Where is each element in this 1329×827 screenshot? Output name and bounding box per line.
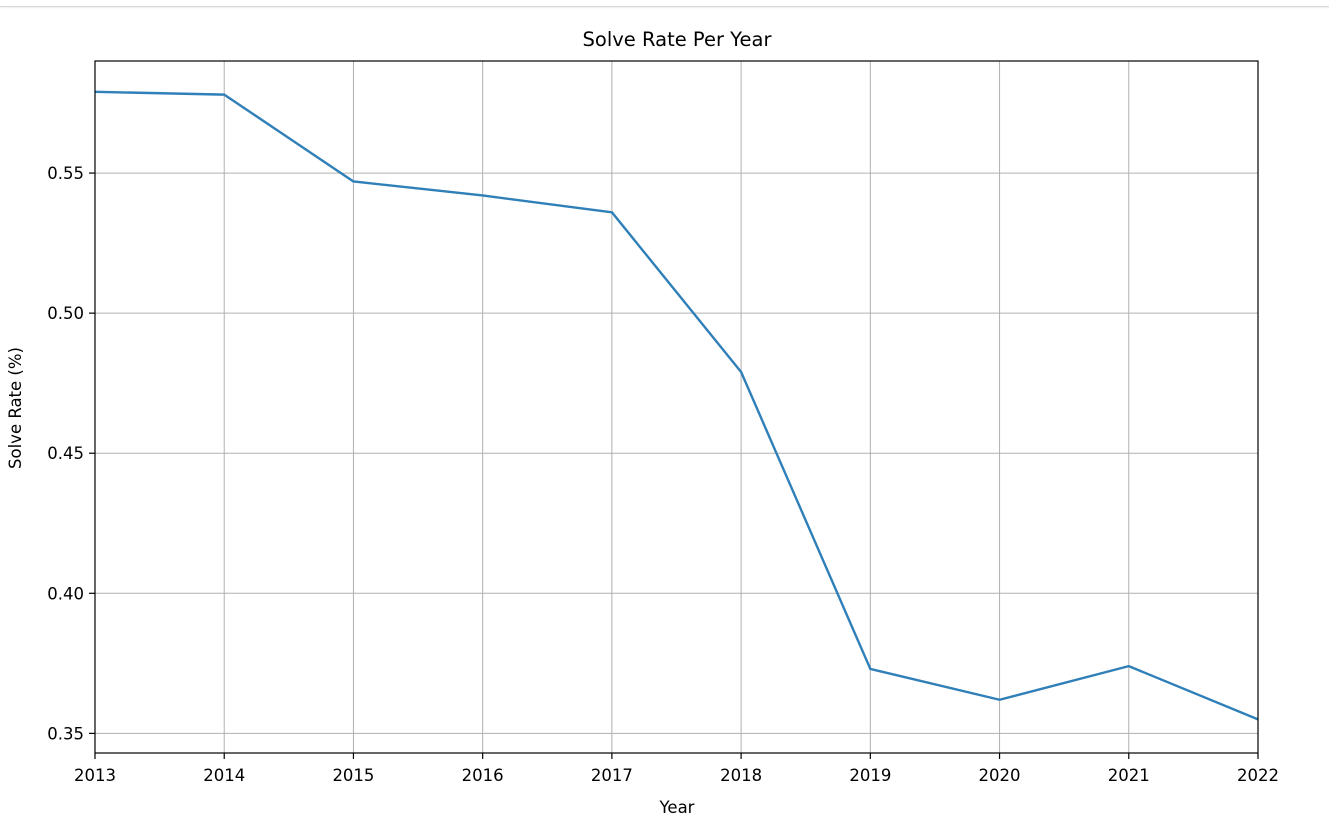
- x-tick-label: 2021: [1108, 766, 1150, 785]
- x-tick-label: 2018: [720, 766, 762, 785]
- grid: [94, 61, 1259, 753]
- x-tick-label: 2013: [74, 766, 116, 785]
- chart-title: Solve Rate Per Year: [583, 28, 773, 51]
- x-tick-label: 2020: [979, 766, 1021, 785]
- y-tick-label: 0.50: [47, 304, 84, 323]
- x-tick-label: 2014: [203, 766, 245, 785]
- series-layer: [94, 90, 1259, 721]
- x-tick-label: 2015: [332, 766, 374, 785]
- ticks: 2013 2014 2015 2016 2017 2018 2019 2020 2021 2022…: [47, 164, 1279, 785]
- plot-frame: [94, 60, 1259, 754]
- x-axis-label: Year: [659, 798, 695, 817]
- y-tick-label: 0.55: [47, 164, 84, 183]
- y-axis-label: Solve Rate (%): [6, 347, 25, 469]
- top-divider: [0, 0, 1329, 7]
- series-line: [94, 90, 1259, 721]
- y-tick-label: 0.45: [47, 444, 84, 463]
- x-tick-label: 2019: [849, 766, 891, 785]
- x-tick-label: 2016: [462, 766, 504, 785]
- y-tick-label: 0.40: [47, 584, 84, 603]
- y-tick-label: 0.35: [47, 724, 84, 743]
- x-tick-label: 2017: [591, 766, 633, 785]
- x-tick-label: 2022: [1237, 766, 1279, 785]
